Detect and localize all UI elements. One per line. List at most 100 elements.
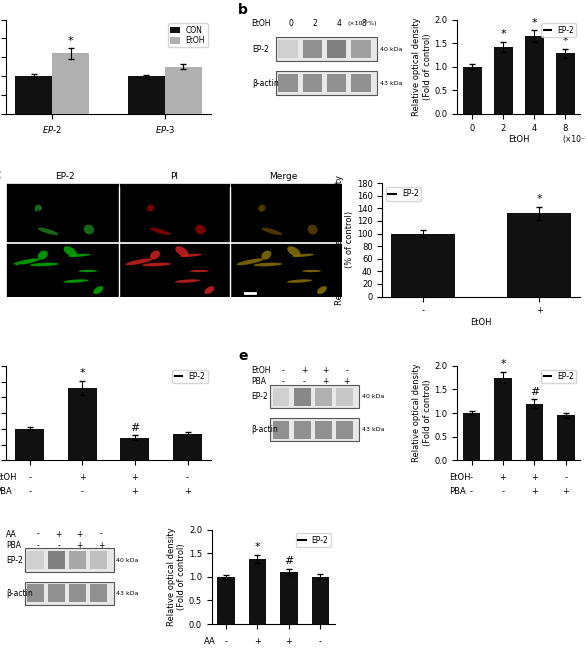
- Text: -: -: [282, 366, 284, 375]
- Text: AA: AA: [6, 530, 16, 539]
- Text: +: +: [531, 487, 538, 496]
- Text: +: +: [56, 530, 62, 539]
- Bar: [312, 577, 329, 624]
- Bar: [272, 387, 289, 406]
- Ellipse shape: [150, 227, 171, 235]
- Bar: [463, 413, 481, 460]
- Text: 40 kDa: 40 kDa: [380, 47, 402, 52]
- Y-axis label: Relative optical density
(Fold of control): Relative optical density (Fold of contro…: [167, 528, 186, 626]
- Text: +: +: [563, 487, 570, 496]
- Text: -: -: [36, 530, 39, 539]
- Ellipse shape: [125, 259, 152, 265]
- Bar: [69, 584, 86, 603]
- Ellipse shape: [190, 270, 209, 272]
- Text: c: c: [0, 168, 1, 182]
- Bar: [48, 551, 65, 569]
- Bar: [118, 243, 230, 296]
- Text: β-actin: β-actin: [6, 589, 33, 598]
- Text: *: *: [500, 359, 506, 369]
- Bar: [327, 74, 346, 92]
- Bar: [275, 72, 377, 95]
- Text: -: -: [81, 487, 84, 496]
- Bar: [52, 53, 90, 114]
- Text: -: -: [564, 473, 567, 482]
- Text: +: +: [131, 473, 138, 482]
- Text: +: +: [322, 377, 329, 386]
- Text: +: +: [531, 473, 538, 482]
- Text: PBA: PBA: [251, 377, 267, 386]
- Text: +: +: [343, 377, 350, 386]
- Ellipse shape: [38, 250, 47, 259]
- Text: PBA: PBA: [449, 487, 466, 496]
- Ellipse shape: [150, 250, 160, 259]
- Text: -: -: [502, 487, 505, 496]
- Bar: [336, 421, 353, 439]
- Bar: [25, 549, 114, 572]
- Bar: [6, 243, 118, 296]
- Ellipse shape: [261, 227, 282, 235]
- Bar: [303, 40, 322, 58]
- Y-axis label: Relative optical density
(Fold of control): Relative optical density (Fold of contro…: [413, 18, 432, 116]
- Bar: [526, 404, 543, 460]
- Bar: [230, 243, 342, 296]
- Bar: [327, 40, 346, 58]
- Ellipse shape: [302, 270, 321, 272]
- Ellipse shape: [63, 280, 88, 283]
- Ellipse shape: [308, 225, 318, 235]
- Text: +: +: [184, 487, 191, 496]
- Y-axis label: Relative optical density
(Fold of control): Relative optical density (Fold of contro…: [413, 364, 432, 462]
- Bar: [121, 437, 149, 460]
- Bar: [494, 47, 513, 114]
- Bar: [173, 434, 202, 460]
- Legend: EP-2: EP-2: [386, 187, 421, 201]
- Bar: [336, 387, 353, 406]
- Bar: [391, 233, 455, 296]
- Bar: [68, 388, 97, 460]
- Text: +: +: [254, 637, 261, 646]
- Bar: [303, 74, 322, 92]
- Ellipse shape: [254, 263, 282, 266]
- Text: PI: PI: [170, 172, 178, 181]
- Text: -: -: [345, 366, 348, 375]
- Bar: [525, 36, 544, 114]
- Ellipse shape: [287, 280, 312, 283]
- Bar: [230, 183, 342, 242]
- Text: -: -: [57, 541, 60, 550]
- Bar: [272, 421, 289, 439]
- Ellipse shape: [30, 263, 59, 266]
- Text: 2: 2: [312, 20, 317, 29]
- Text: β-actin: β-actin: [253, 79, 280, 88]
- Text: β-actin: β-actin: [251, 425, 278, 434]
- Text: Control: Control: [9, 209, 40, 218]
- Bar: [507, 213, 571, 296]
- Text: (×10⁻¹%): (×10⁻¹%): [563, 135, 586, 144]
- Bar: [294, 421, 311, 439]
- Bar: [128, 76, 165, 114]
- Text: -: -: [36, 541, 39, 550]
- Bar: [315, 387, 332, 406]
- Ellipse shape: [69, 254, 90, 257]
- Text: -: -: [186, 473, 189, 482]
- Text: +: +: [301, 366, 308, 375]
- Text: -: -: [28, 487, 31, 496]
- Text: +: +: [500, 473, 506, 482]
- Text: 4: 4: [337, 20, 342, 29]
- Bar: [165, 67, 202, 114]
- Text: EP-2: EP-2: [55, 172, 74, 181]
- Bar: [278, 74, 298, 92]
- Text: *: *: [536, 194, 542, 204]
- Bar: [15, 429, 44, 460]
- Bar: [275, 38, 377, 61]
- Text: 0: 0: [288, 20, 293, 29]
- Bar: [90, 584, 107, 603]
- Text: *: *: [563, 36, 568, 46]
- Text: +: +: [98, 541, 104, 550]
- Ellipse shape: [258, 205, 265, 212]
- Text: -: -: [470, 487, 473, 496]
- Ellipse shape: [142, 263, 171, 266]
- Bar: [557, 415, 574, 460]
- Ellipse shape: [63, 246, 77, 257]
- Ellipse shape: [84, 225, 94, 235]
- Ellipse shape: [292, 254, 314, 257]
- Ellipse shape: [38, 227, 59, 235]
